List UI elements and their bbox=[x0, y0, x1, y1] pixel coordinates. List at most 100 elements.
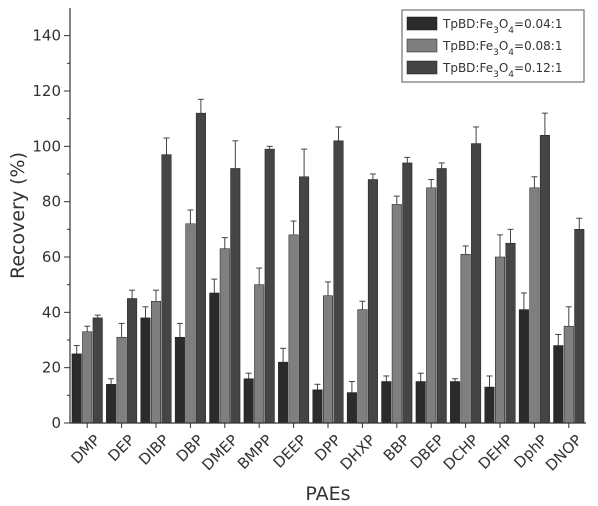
errorbar-dchp-series-2 bbox=[462, 245, 469, 255]
errorbar-dibp-series-1 bbox=[142, 306, 149, 318]
x-tick-label-dchp: DCHP bbox=[440, 431, 483, 474]
errorbar-dhxp-series-1 bbox=[348, 381, 355, 393]
bar-dbep-series-2 bbox=[426, 187, 437, 424]
errorbar-bmpp-series-1 bbox=[245, 372, 252, 379]
errorbar-deep-series-2 bbox=[290, 220, 297, 235]
bar-dmp-series-1 bbox=[71, 353, 82, 424]
errorbar-dchp-series-1 bbox=[452, 378, 459, 382]
bar-bbp-series-2 bbox=[391, 204, 402, 424]
x-tick-label-dmep: DMEP bbox=[198, 431, 241, 474]
bar-dehp-series-2 bbox=[495, 256, 505, 424]
bar-dhxp-series-1 bbox=[346, 392, 357, 424]
bar-deep-series-2 bbox=[288, 234, 299, 424]
bar-dpp-series-1 bbox=[312, 389, 323, 424]
errorbar-dep-series-1 bbox=[108, 378, 115, 385]
bar-dphp-series-2 bbox=[529, 187, 540, 424]
legend-swatch-3 bbox=[406, 60, 438, 75]
bar-dphp-series-1 bbox=[518, 309, 529, 424]
bar-dphp-series-3 bbox=[539, 135, 550, 424]
errorbar-deep-series-1 bbox=[280, 347, 287, 363]
y-tick-label-100: 100 bbox=[32, 137, 61, 155]
errorbar-dnop-series-1 bbox=[555, 333, 562, 346]
errorbar-dbep-series-2 bbox=[428, 179, 435, 188]
errorbar-dbp-series-3 bbox=[197, 98, 204, 114]
y-axis-title: Recovery (%) bbox=[7, 152, 29, 279]
bar-bmpp-series-2 bbox=[254, 284, 265, 424]
x-tick-label-dnop: DNOP bbox=[542, 431, 586, 475]
x-tick-label-dep: DEP bbox=[104, 431, 138, 465]
bar-dibp-series-1 bbox=[140, 317, 151, 424]
bar-bbp-series-1 bbox=[381, 381, 392, 424]
errorbar-dmep-series-3 bbox=[232, 140, 239, 169]
errorbar-dbp-series-2 bbox=[187, 209, 194, 224]
errorbar-deep-series-3 bbox=[301, 148, 308, 177]
errorbar-dbep-series-1 bbox=[417, 372, 424, 382]
bar-dbp-series-2 bbox=[185, 223, 196, 424]
y-tick-label-40: 40 bbox=[42, 303, 61, 321]
bar-dnop-series-3 bbox=[574, 229, 585, 424]
bar-deep-series-1 bbox=[278, 361, 289, 424]
bar-bbp-series-3 bbox=[402, 162, 413, 424]
bar-dpp-series-3 bbox=[333, 140, 344, 424]
legend-swatch-1 bbox=[406, 16, 438, 31]
x-tick-label-dhxp: DHXP bbox=[337, 431, 380, 474]
errorbar-dpp-series-2 bbox=[325, 281, 331, 296]
errorbar-dphp-series-2 bbox=[531, 176, 538, 188]
errorbar-dep-series-3 bbox=[129, 289, 136, 299]
errorbar-dmep-series-2 bbox=[221, 237, 228, 249]
errorbar-dmp-series-1 bbox=[73, 345, 80, 354]
errorbar-dpp-series-3 bbox=[335, 126, 342, 141]
legend-label-2: TpBD:Fe3O4=0.08:1 bbox=[442, 39, 562, 58]
bar-dchp-series-3 bbox=[471, 143, 482, 424]
x-axis-title: PAEs bbox=[305, 483, 350, 505]
bar-dehp-series-3 bbox=[505, 242, 516, 424]
errorbar-dehp-series-3 bbox=[507, 228, 514, 244]
bar-dmp-series-3 bbox=[92, 317, 103, 424]
bar-dep-series-1 bbox=[106, 384, 117, 424]
x-tick-label-dibp: DIBP bbox=[135, 431, 173, 469]
x-tick-label-bmpp: BMPP bbox=[234, 431, 276, 473]
bar-deep-series-3 bbox=[299, 176, 310, 424]
errorbar-dbp-series-1 bbox=[176, 322, 183, 338]
errorbar-bbp-series-1 bbox=[383, 375, 390, 382]
y-tick-label-0: 0 bbox=[51, 414, 61, 432]
x-tick-label-dmp: DMP bbox=[68, 431, 104, 467]
bar-dmep-series-2 bbox=[219, 248, 230, 424]
errorbar-dmp-series-3 bbox=[94, 314, 101, 318]
errorbar-dbep-series-3 bbox=[438, 162, 445, 169]
errorbar-dpp-series-1 bbox=[314, 383, 321, 390]
errorbar-dphp-series-3 bbox=[541, 112, 548, 136]
bar-dbep-series-3 bbox=[436, 168, 447, 424]
bar-dmep-series-1 bbox=[209, 292, 220, 424]
errorbar-dehp-series-2 bbox=[497, 234, 503, 257]
errorbar-dnop-series-3 bbox=[576, 217, 583, 230]
bar-bmpp-series-1 bbox=[243, 378, 254, 424]
bar-bmpp-series-3 bbox=[264, 148, 275, 424]
errorbar-dhxp-series-3 bbox=[369, 173, 376, 180]
errorbar-bbp-series-2 bbox=[393, 195, 400, 205]
errorbar-dehp-series-1 bbox=[486, 375, 493, 388]
errorbar-dibp-series-3 bbox=[163, 137, 170, 155]
bar-dchp-series-2 bbox=[460, 253, 471, 424]
legend-label-1: TpBD:Fe3O4=0.04:1 bbox=[442, 17, 562, 36]
y-tick-label-20: 20 bbox=[42, 359, 61, 377]
y-tick-label-120: 120 bbox=[32, 82, 61, 100]
errorbar-bmpp-series-3 bbox=[266, 145, 273, 150]
bar-dnop-series-2 bbox=[563, 325, 574, 424]
bar-dibp-series-2 bbox=[151, 301, 161, 424]
bar-dmp-series-2 bbox=[82, 331, 93, 424]
bar-dbep-series-1 bbox=[415, 381, 426, 424]
x-tick-label-deep: DEEP bbox=[270, 431, 311, 472]
errorbar-dmp-series-2 bbox=[84, 325, 91, 332]
errorbar-dmep-series-1 bbox=[211, 278, 218, 293]
errorbar-bbp-series-3 bbox=[404, 156, 411, 163]
bar-dep-series-2 bbox=[116, 336, 127, 424]
bar-dibp-series-3 bbox=[161, 154, 172, 424]
bar-dpp-series-2 bbox=[323, 295, 333, 424]
errorbar-bmpp-series-2 bbox=[256, 267, 263, 285]
bar-dnop-series-1 bbox=[553, 345, 564, 424]
bar-dmep-series-3 bbox=[230, 168, 241, 424]
x-tick-label-dbep: DBEP bbox=[407, 431, 448, 472]
y-tick-label-140: 140 bbox=[32, 27, 61, 45]
